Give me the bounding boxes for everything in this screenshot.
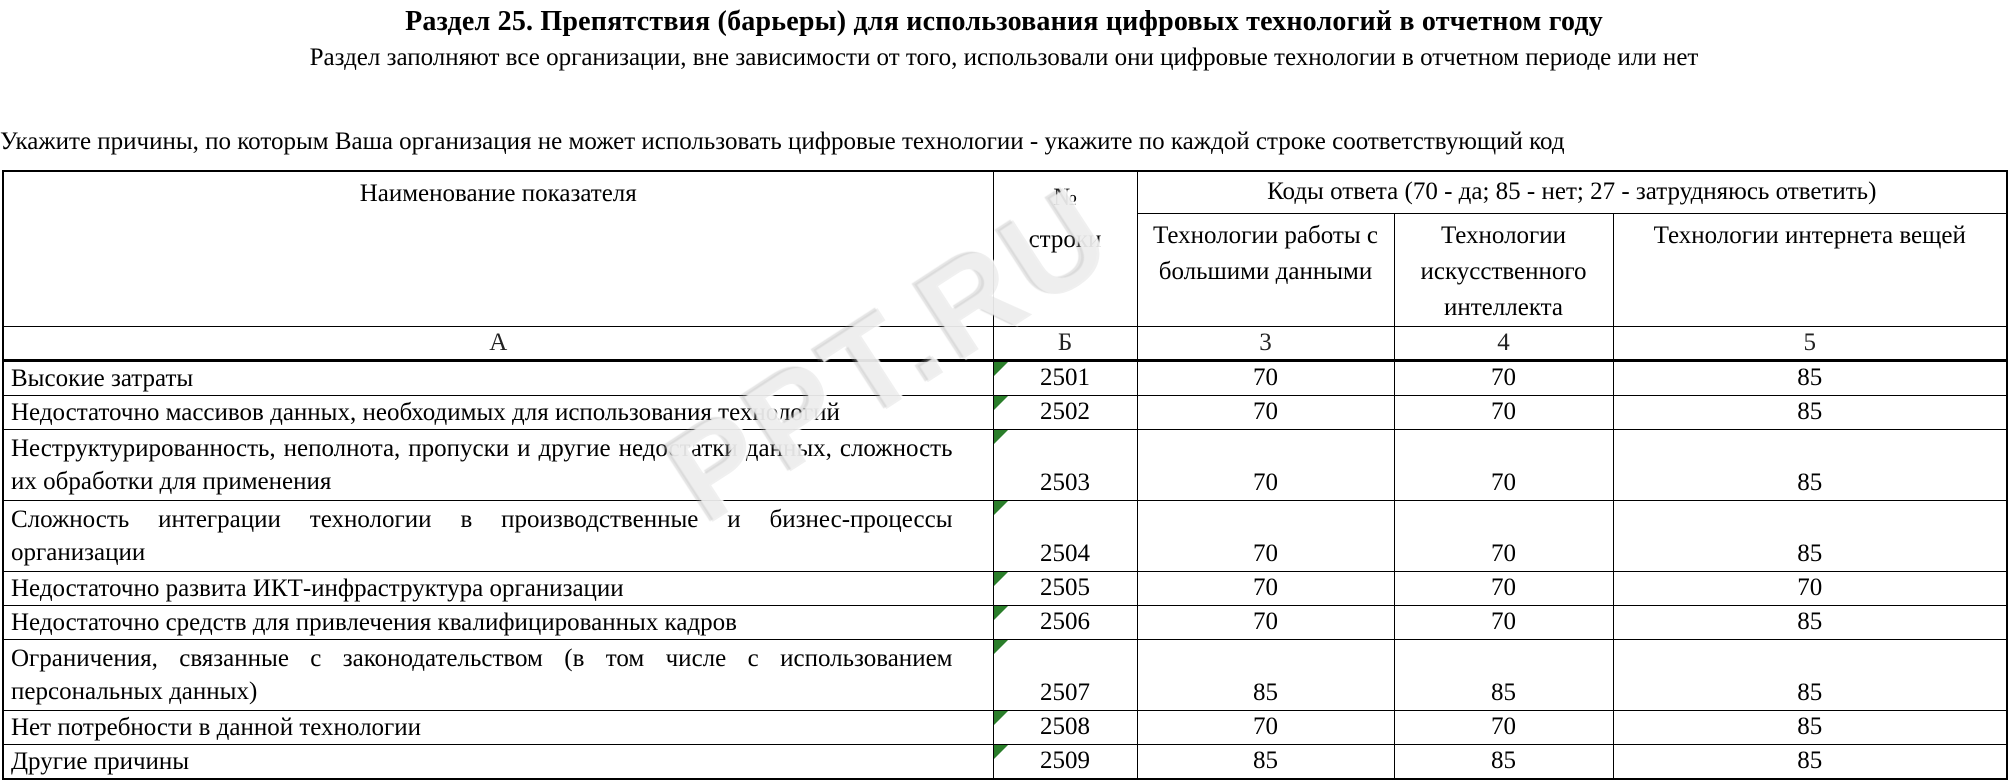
- indicator-label: Недостаточно развита ИКТ-инфраструктура …: [2, 570, 994, 606]
- instruction-text: Укажите причины, по которым Ваша организ…: [0, 128, 1565, 155]
- flag-triangle-icon: [993, 361, 1008, 376]
- flag-triangle-icon: [993, 605, 1008, 620]
- col-letter-b: Б: [992, 325, 1138, 362]
- iot-value-cell[interactable]: 85: [1612, 428, 2008, 501]
- row-code-cell[interactable]: 2505: [992, 570, 1138, 606]
- flag-triangle-icon: [993, 500, 1008, 515]
- header-answer-codes-legend: Коды ответа (70 - да; 85 - нет; 27 - зат…: [1136, 170, 2008, 214]
- ai-value-cell[interactable]: 70: [1393, 359, 1614, 396]
- indicator-label: Другие причины: [2, 743, 994, 779]
- table-row: Высокие затраты 2501 70 70 85: [2, 359, 2008, 396]
- section-title: Раздел 25. Препятствия (барьеры) для исп…: [405, 6, 1603, 37]
- big-data-value-cell[interactable]: 70: [1136, 604, 1395, 640]
- big-data-value-cell[interactable]: 70: [1136, 499, 1395, 572]
- row-code: 2501: [1040, 363, 1090, 391]
- iot-value-cell[interactable]: 85: [1612, 709, 2008, 745]
- header-indicator-name: Наименование показателя: [2, 170, 994, 327]
- big-data-value-cell[interactable]: 70: [1136, 359, 1395, 396]
- row-code: 2505: [1040, 573, 1090, 601]
- big-data-value-cell[interactable]: 70: [1136, 570, 1395, 606]
- header-row-number: № строки: [992, 170, 1138, 327]
- row-code: 2502: [1040, 397, 1090, 425]
- iot-value-cell[interactable]: 85: [1612, 604, 2008, 640]
- col-number-5: 5: [1612, 325, 2008, 362]
- header-row-number-line1: №: [1053, 184, 1077, 211]
- ai-value-cell[interactable]: 70: [1393, 570, 1614, 606]
- col-number-3: 3: [1136, 325, 1395, 362]
- table-row: Неструктурированность, неполнота, пропус…: [2, 428, 2008, 501]
- ai-value-cell[interactable]: 85: [1393, 638, 1614, 711]
- section-subtitle: Раздел заполняют все организации, вне за…: [309, 44, 1699, 71]
- row-code: 2506: [1040, 607, 1090, 635]
- table-row: Другие причины 2509 85 85 85: [2, 743, 2008, 779]
- flag-triangle-icon: [993, 744, 1008, 759]
- flag-triangle-icon: [993, 710, 1008, 725]
- col-number-4: 4: [1393, 325, 1614, 362]
- indicator-label: Недостаточно массивов данных, необходимы…: [2, 394, 994, 430]
- big-data-value-cell[interactable]: 85: [1136, 743, 1395, 779]
- row-code: 2508: [1040, 712, 1090, 740]
- iot-value-cell[interactable]: 85: [1612, 743, 2008, 779]
- indicator-label: Неструктурированность, неполнота, пропус…: [2, 428, 994, 501]
- row-code: 2509: [1040, 746, 1090, 774]
- row-code-cell[interactable]: 2503: [992, 428, 1138, 501]
- row-code-cell[interactable]: 2506: [992, 604, 1138, 640]
- indicator-label: Нет потребности в данной технологии: [2, 709, 994, 745]
- flag-triangle-icon: [993, 571, 1008, 586]
- header-big-data: Технологии работы с большими данными: [1136, 212, 1395, 327]
- flag-triangle-icon: [993, 639, 1008, 654]
- table-row: Недостаточно средств для привлечения ква…: [2, 604, 2008, 640]
- big-data-value-cell[interactable]: 70: [1136, 394, 1395, 430]
- table-row: Нет потребности в данной технологии 2508…: [2, 709, 2008, 745]
- table-row: Ограничения, связанные с законодательств…: [2, 638, 2008, 711]
- header-row-number-line2: строки: [1028, 226, 1102, 253]
- indicator-label: Высокие затраты: [2, 359, 994, 396]
- flag-triangle-icon: [993, 429, 1008, 444]
- row-code-cell[interactable]: 2509: [992, 743, 1138, 779]
- indicator-label: Недостаточно средств для привлечения ква…: [2, 604, 994, 640]
- flag-triangle-icon: [993, 395, 1008, 410]
- header-iot: Технологии интернета вещей: [1612, 212, 2008, 327]
- barriers-table: Наименование показателя № строки Коды от…: [2, 170, 2008, 780]
- row-code-cell[interactable]: 2501: [992, 359, 1138, 396]
- ai-value-cell[interactable]: 70: [1393, 709, 1614, 745]
- ai-value-cell[interactable]: 70: [1393, 499, 1614, 572]
- indicator-label: Сложность интеграции технологии в произв…: [2, 499, 994, 572]
- iot-value-cell[interactable]: 85: [1612, 638, 2008, 711]
- row-code-cell[interactable]: 2508: [992, 709, 1138, 745]
- header-ai: Технологии искусственного интеллекта: [1393, 212, 1614, 327]
- row-code-cell[interactable]: 2502: [992, 394, 1138, 430]
- row-code: 2503: [1040, 468, 1090, 496]
- big-data-value-cell[interactable]: 85: [1136, 638, 1395, 711]
- row-code: 2507: [1040, 678, 1090, 706]
- column-letter-row: А Б 3 4 5: [2, 325, 2008, 362]
- big-data-value-cell[interactable]: 70: [1136, 709, 1395, 745]
- iot-value-cell[interactable]: 85: [1612, 394, 2008, 430]
- row-code: 2504: [1040, 539, 1090, 567]
- ai-value-cell[interactable]: 70: [1393, 428, 1614, 501]
- indicator-label: Ограничения, связанные с законодательств…: [2, 638, 994, 711]
- table-header-row-2: Технологии работы с большими данными Тех…: [3, 212, 2008, 327]
- iot-value-cell[interactable]: 85: [1612, 499, 2008, 572]
- iot-value-cell[interactable]: 85: [1612, 359, 2008, 396]
- table-row: Недостаточно развита ИКТ-инфраструктура …: [2, 570, 2008, 606]
- ai-value-cell[interactable]: 70: [1393, 604, 1614, 640]
- ai-value-cell[interactable]: 70: [1393, 394, 1614, 430]
- table-row: Недостаточно массивов данных, необходимы…: [2, 394, 2008, 430]
- ai-value-cell[interactable]: 85: [1393, 743, 1614, 779]
- big-data-value-cell[interactable]: 70: [1136, 428, 1395, 501]
- iot-value-cell[interactable]: 70: [1612, 570, 2008, 606]
- col-letter-a: А: [2, 325, 994, 362]
- table-row: Сложность интеграции технологии в произв…: [2, 499, 2008, 572]
- row-code-cell[interactable]: 2507: [992, 638, 1138, 711]
- row-code-cell[interactable]: 2504: [992, 499, 1138, 572]
- table-header-row-1: Наименование показателя № строки Коды от…: [2, 170, 2008, 327]
